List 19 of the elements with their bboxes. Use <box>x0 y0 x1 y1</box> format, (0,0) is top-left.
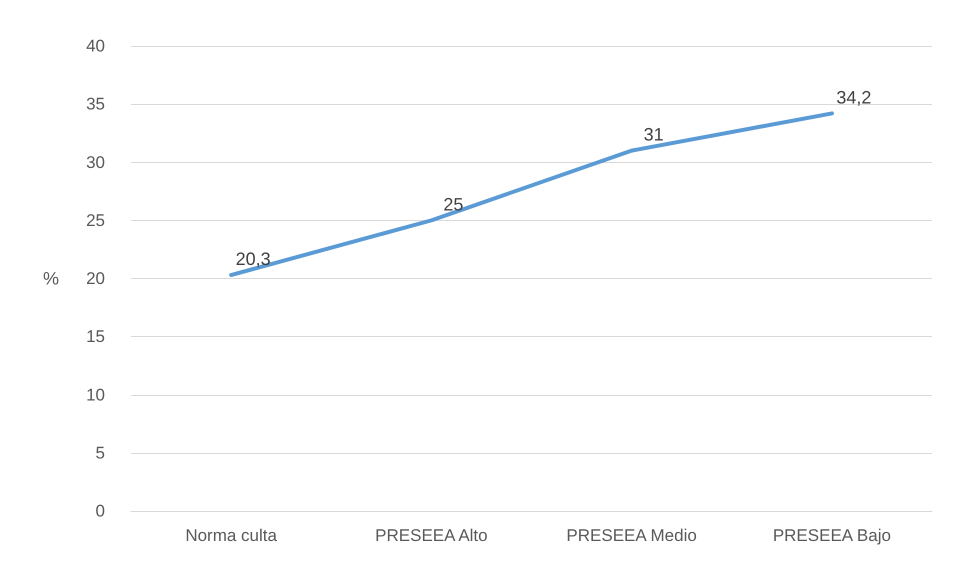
y-tick-label: 0 <box>96 502 105 520</box>
data-label: 20,3 <box>236 249 271 270</box>
x-tick-label: PRESEEA Alto <box>375 526 488 545</box>
y-tick-label: 30 <box>86 152 105 172</box>
y-tick-label: 5 <box>96 443 105 462</box>
x-tick-label: Norma culta <box>185 526 278 545</box>
x-tick-label: PRESEEA Bajo <box>772 526 891 545</box>
y-tick-label: 40 <box>86 36 105 56</box>
data-label: 25 <box>443 194 464 214</box>
line-series <box>229 111 834 278</box>
y-tick-label: 35 <box>86 94 105 114</box>
y-tick-label: 15 <box>86 327 105 346</box>
x-tick-label: PRESEEA Medio <box>566 526 697 545</box>
y-axis-title: % <box>42 268 59 288</box>
data-label: 31 <box>644 124 664 145</box>
y-tick-label: 20 <box>86 269 105 288</box>
data-label: 34,2 <box>836 87 872 108</box>
y-tick-label: 10 <box>86 385 105 404</box>
y-tick-label: 25 <box>86 210 105 230</box>
